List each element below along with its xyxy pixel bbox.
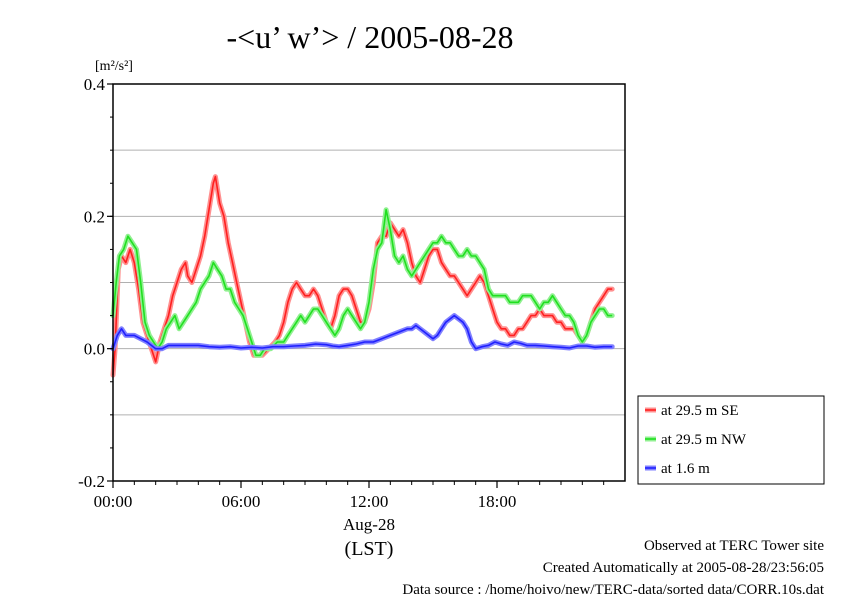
series-line-1 (112, 208, 613, 357)
legend-label-0: at 29.5 m SE (661, 403, 739, 419)
y-tick-label-3: 0.4 (84, 75, 106, 94)
legend-box (637, 395, 825, 485)
x-tick-label-2: 12:00 (350, 492, 389, 511)
legend-label-2: at 1.6 m (661, 461, 710, 477)
y-tick-label-2: 0.2 (84, 207, 105, 226)
series-line-0 (112, 175, 613, 376)
gridlines (113, 149, 625, 416)
footer-source: Data source : /home/hoivo/new/TERC-data/… (402, 582, 824, 598)
y-axis-unit: [m²/s²] (95, 59, 133, 74)
series-line-2 (112, 314, 613, 350)
x-tick-label-1: 06:00 (222, 492, 261, 511)
x-axis: 00:00 06:00 12:00 18:00 (94, 481, 605, 511)
x-tick-label-3: 18:00 (478, 492, 517, 511)
x-tick-label-0: 00:00 (94, 492, 133, 511)
y-tick-label-1: 0.0 (84, 340, 105, 359)
y-tick-label-0: -0.2 (78, 472, 105, 491)
legend: at 29.5 m SE at 29.5 m NW at 1.6 m (637, 395, 825, 485)
footer-created: Created Automatically at 2005-08-28/23:5… (542, 560, 824, 576)
series-layer (110, 174, 615, 378)
footer: Observed at TERC Tower site Created Auto… (402, 535, 824, 601)
footer-site: Observed at TERC Tower site (643, 538, 824, 554)
y-axis: -0.2 0.0 0.2 0.4 (78, 75, 113, 491)
x-axis-date-label: Aug-28 (343, 515, 395, 534)
x-axis-timezone-label: (LST) (345, 538, 394, 560)
chart-title: -<u’ w’> / 2005-08-28 (227, 19, 514, 55)
legend-label-1: at 29.5 m NW (661, 432, 747, 448)
